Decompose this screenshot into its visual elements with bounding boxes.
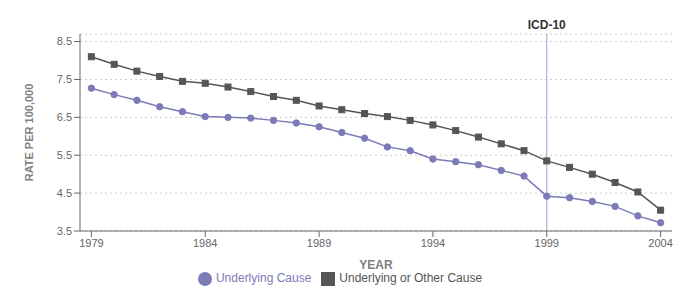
html-text:Underlying Cause: Underlying Cause xyxy=(215,271,312,285)
svg-text:1994: 1994 xyxy=(421,237,445,249)
svg-text:1979: 1979 xyxy=(79,237,103,249)
svg-text:1999: 1999 xyxy=(535,237,559,249)
svg-text:RATE PER 100,000: RATE PER 100,000 xyxy=(23,84,35,182)
svg-text:6.5: 6.5 xyxy=(57,111,72,123)
svg-text:5.5: 5.5 xyxy=(57,149,72,161)
svg-text:2004: 2004 xyxy=(648,237,672,249)
svg-text:1984: 1984 xyxy=(193,237,217,249)
html-text:Underlying or Other Cause: Underlying or Other Cause xyxy=(339,271,483,285)
svg-text:1989: 1989 xyxy=(307,237,331,249)
svg-text:8.5: 8.5 xyxy=(57,35,72,47)
svg-text:4.5: 4.5 xyxy=(57,187,72,199)
svg-text:7.5: 7.5 xyxy=(57,73,72,85)
svg-text:YEAR: YEAR xyxy=(359,258,393,272)
svg-text:3.5: 3.5 xyxy=(57,225,72,237)
svg-text:ICD-10: ICD-10 xyxy=(528,18,566,32)
